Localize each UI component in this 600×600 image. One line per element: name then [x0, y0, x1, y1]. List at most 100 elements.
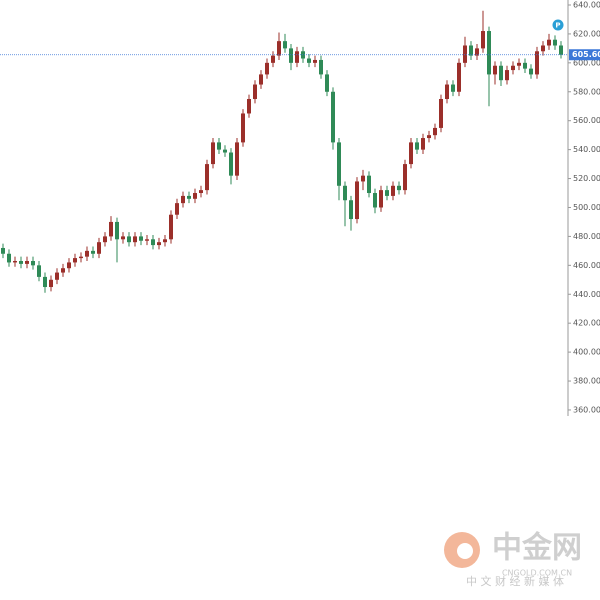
candle-body	[361, 175, 365, 182]
candle-body	[247, 99, 251, 114]
candle-body	[217, 142, 221, 150]
candle-body	[307, 58, 311, 63]
candle-body	[67, 262, 71, 269]
y-tick-label: 500.00	[573, 203, 600, 212]
marker-circle	[552, 19, 564, 31]
candle-body	[517, 62, 521, 66]
candle-body	[421, 138, 425, 150]
candle-body	[25, 260, 29, 264]
candle-body	[289, 48, 293, 63]
candle-body	[259, 74, 263, 85]
y-tick-label: 360.00	[573, 405, 600, 414]
candle-body	[271, 55, 275, 63]
candle-body	[475, 48, 479, 56]
candle-body	[343, 185, 347, 201]
candle-body	[481, 31, 485, 49]
candle-body	[493, 65, 497, 75]
candle-body	[175, 203, 179, 215]
y-tick-label: 540.00	[573, 145, 600, 154]
last-price-box	[569, 49, 600, 61]
candle-body	[349, 200, 353, 220]
candle-body	[151, 239, 155, 246]
candle-body	[187, 195, 191, 199]
candle-body	[7, 253, 11, 263]
candle-body	[223, 149, 227, 153]
candle-body	[427, 135, 431, 139]
candle-body	[535, 51, 539, 75]
candle-body	[73, 258, 77, 263]
last-price-label: 605.60	[572, 50, 600, 59]
candle-body	[115, 221, 119, 240]
candle-body	[337, 142, 341, 186]
candle-body	[145, 239, 149, 241]
y-tick-label: 440.00	[573, 290, 600, 299]
candle-body	[319, 59, 323, 75]
candle-body	[457, 62, 461, 92]
candle-body	[169, 214, 173, 240]
candle-body	[121, 236, 125, 240]
y-tick-label: 460.00	[573, 261, 600, 270]
y-tick-label: 400.00	[573, 348, 600, 357]
candle-body	[433, 127, 437, 136]
y-tick-label: 560.00	[573, 116, 600, 125]
candle-body	[253, 84, 257, 100]
y-tick-label: 380.00	[573, 377, 600, 386]
candle-body	[313, 59, 317, 63]
candle-body	[31, 260, 35, 266]
candle-body	[541, 45, 545, 52]
candle-body	[193, 193, 197, 199]
candle-body	[1, 247, 5, 254]
candle-body	[235, 142, 239, 176]
candle-body	[451, 84, 455, 92]
candle-body	[139, 236, 143, 241]
watermark-slogan: 中 文 财 经 新 媒 体	[466, 574, 564, 588]
candle-body	[295, 51, 299, 63]
candle-body	[379, 190, 383, 208]
candle-body	[391, 185, 395, 196]
candle-body	[205, 164, 209, 191]
candle-body	[91, 250, 95, 254]
candle-body	[241, 113, 245, 143]
candle-body	[553, 39, 557, 46]
y-tick-label: 620.00	[573, 29, 600, 38]
candle-body	[43, 276, 47, 288]
candle-body	[487, 31, 491, 75]
candle-body	[163, 239, 167, 243]
candle-body	[397, 185, 401, 191]
candle-body	[409, 142, 413, 165]
candle-body	[85, 250, 89, 257]
y-tick-label: 580.00	[573, 87, 600, 96]
candle-body	[331, 91, 335, 143]
candle-body	[199, 190, 203, 194]
candle-body	[277, 41, 281, 56]
candle-body	[463, 45, 467, 63]
candle-body	[523, 62, 527, 69]
candle-body	[283, 41, 287, 49]
candle-body	[127, 236, 131, 243]
candle-body	[547, 39, 551, 46]
candle-body	[529, 68, 533, 75]
candle-body	[355, 181, 359, 220]
marker-label: P	[555, 22, 560, 30]
candle-body	[445, 84, 449, 100]
candle-body	[79, 256, 83, 259]
y-tick-label: 520.00	[573, 174, 600, 183]
candle-body	[103, 236, 107, 243]
candle-body	[211, 142, 215, 165]
candle-body	[37, 265, 41, 277]
y-tick-label: 640.00	[573, 0, 600, 9]
candle-body	[439, 99, 443, 128]
candle-body	[19, 260, 23, 264]
candle-body	[403, 164, 407, 191]
watermark-title: 中金网	[492, 531, 582, 566]
logo-inner	[457, 543, 473, 559]
candle-body	[511, 65, 515, 71]
candle-body	[505, 70, 509, 81]
candle-body	[229, 152, 233, 176]
candle-body	[325, 74, 329, 92]
candle-body	[61, 268, 65, 273]
candle-body	[109, 221, 113, 237]
candle-body	[157, 242, 161, 246]
watermark-site: CNGOLD.COM.CN	[502, 569, 572, 578]
